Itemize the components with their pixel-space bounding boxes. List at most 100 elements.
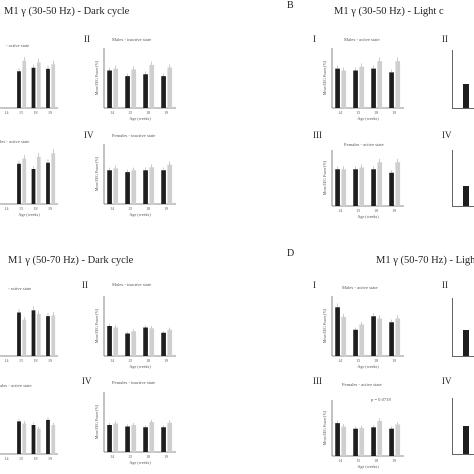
- x-tick-label: 19: [164, 358, 168, 363]
- bar-dark: [353, 169, 358, 206]
- bar-dark: [46, 419, 50, 454]
- bar-light: [341, 169, 347, 206]
- bar-light: [167, 422, 173, 452]
- roman-a-ii: II: [84, 34, 90, 44]
- chart-c-iii: 14 15 18 19: [0, 417, 58, 461]
- x-tick-label: 19: [392, 208, 396, 213]
- x-tick-label: 14: [338, 110, 342, 115]
- bar-dark: [389, 322, 394, 356]
- x-tick-label: 19: [48, 206, 52, 211]
- chart-b-ii-partial: [452, 50, 474, 109]
- x-tick-label: 14: [338, 358, 342, 363]
- bar-light: [359, 324, 365, 356]
- bar-light: [131, 170, 137, 204]
- subplot-title: Females - inactive state: [112, 380, 156, 385]
- y-axis-label: Mean EEG Power [%]: [95, 309, 99, 343]
- x-tick-label: 19: [164, 206, 168, 211]
- bar-dark: [125, 76, 130, 108]
- bar-dark: [335, 307, 340, 356]
- x-tick-label: 14: [5, 110, 9, 115]
- bar-dark: [143, 427, 148, 452]
- bar-light: [395, 162, 401, 206]
- bar-dark: [31, 310, 36, 356]
- bar-dark: [371, 427, 376, 456]
- subplot-title: ales - active state: [0, 383, 32, 388]
- roman-c-ii: II: [82, 280, 88, 290]
- panel-d-title: M1 γ (50-70 Hz) - Light: [376, 255, 474, 266]
- roman-d-ii: II: [442, 280, 448, 290]
- bar-dark: [353, 428, 358, 456]
- x-tick-label: 15: [128, 454, 132, 459]
- chart-c-ii: 14 15 18 19 Age (weeks) Mean EEG Power [%]: [95, 296, 176, 369]
- roman-d-i: I: [313, 280, 316, 290]
- bar-dark: [107, 170, 112, 204]
- x-tick-label: 18: [34, 358, 38, 363]
- chart-d-i: 14 15 18 19 Age (weeks) Mean EEG Power [%]: [323, 296, 404, 369]
- roman-b-i: I: [313, 34, 316, 44]
- bar-light: [51, 425, 56, 454]
- bar-light: [131, 331, 137, 356]
- bar-dark: [371, 316, 376, 356]
- bar-dark: [389, 428, 394, 456]
- bar-dark: [161, 76, 166, 108]
- x-tick-label: 15: [356, 458, 360, 463]
- x-axis-label: Age (weeks): [357, 214, 379, 219]
- x-tick-label: 14: [110, 206, 114, 211]
- bar-light: [131, 425, 137, 452]
- bar-dark: [17, 312, 21, 356]
- bar-light: [22, 423, 27, 454]
- x-axis-label: Age (weeks): [357, 464, 379, 469]
- chart-a-iv: 14 15 18 19 Age (weeks) Mean EEG Power [%]: [95, 144, 176, 217]
- panel-d-letter: D: [287, 248, 295, 259]
- y-axis-label: Mean EEG Power [%]: [323, 61, 327, 95]
- x-tick-label: 14: [5, 206, 9, 211]
- bar-light: [22, 60, 27, 108]
- x-tick-label: 15: [19, 110, 23, 115]
- bar-light: [149, 64, 155, 108]
- y-axis-label: Mean EEG Power [%]: [323, 309, 327, 343]
- bar-dark: [125, 333, 130, 356]
- bar-light: [359, 66, 365, 108]
- bar-dark: [31, 67, 36, 108]
- subplot-title: - active state: [6, 43, 30, 48]
- chart-a-iii: 14 15 18 19 Age (weeks): [0, 149, 58, 217]
- bar-dark: [17, 163, 21, 204]
- bar-light: [36, 62, 41, 108]
- bar-light: [341, 426, 347, 456]
- bar: [463, 330, 469, 356]
- bar-dark: [107, 70, 112, 108]
- bar-dark: [161, 427, 166, 452]
- bar-light: [341, 70, 347, 108]
- bar-light: [359, 428, 365, 456]
- bar-dark: [389, 172, 394, 206]
- roman-a-iv: IV: [84, 130, 94, 140]
- chart-b-iv-partial: [452, 150, 474, 207]
- x-tick-label: 18: [34, 456, 38, 461]
- bar-dark: [46, 68, 50, 108]
- x-tick-label: 14: [110, 358, 114, 363]
- roman-d-iii: III: [313, 376, 322, 386]
- x-tick-label: 15: [19, 456, 23, 461]
- x-tick-label: 19: [392, 358, 396, 363]
- bar: [463, 426, 469, 454]
- panel-c-title: M1 γ (50-70 Hz) - Dark cycle: [8, 255, 134, 266]
- bar-light: [36, 428, 41, 454]
- x-tick-label: 15: [128, 206, 132, 211]
- bar-dark: [371, 68, 376, 108]
- chart-d-iv-partial: [452, 398, 474, 455]
- bar-light: [36, 313, 41, 356]
- bar-dark: [31, 169, 36, 204]
- bar-dark: [17, 421, 21, 454]
- x-tick-label: 18: [34, 110, 38, 115]
- subplot-title: Females - inactive state: [112, 133, 156, 138]
- bar-light: [113, 68, 119, 108]
- subplot-title: Males - active state: [342, 285, 378, 290]
- bar-dark: [125, 172, 130, 204]
- roman-b-ii: II: [442, 34, 448, 44]
- bar-dark: [46, 162, 50, 204]
- x-tick-label: 15: [356, 110, 360, 115]
- x-tick-label: 19: [392, 458, 396, 463]
- x-tick-label: 15: [356, 358, 360, 363]
- x-axis-label: Age (weeks): [18, 212, 40, 217]
- bar-light: [359, 167, 365, 206]
